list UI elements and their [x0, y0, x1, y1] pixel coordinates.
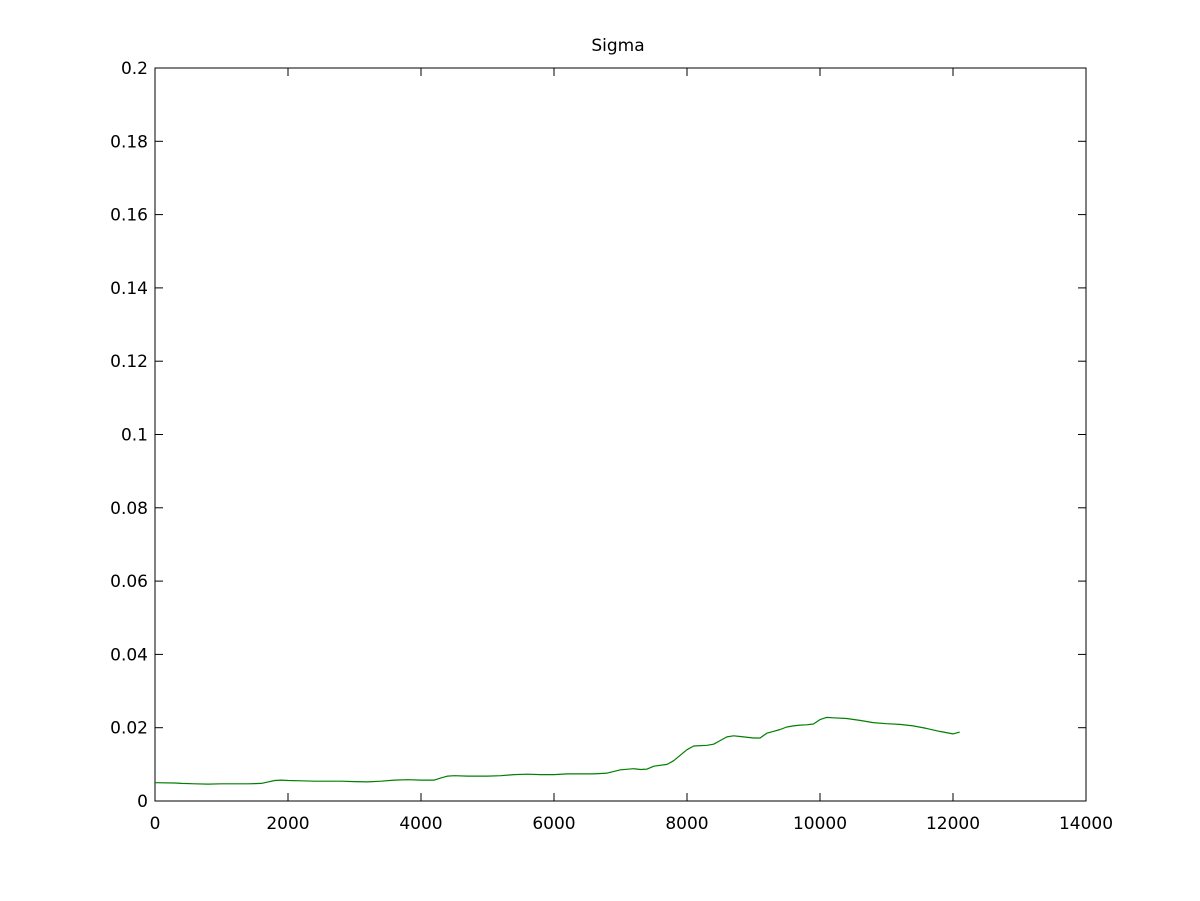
x-tick-label: 8000: [665, 814, 708, 834]
y-tick-label: 0: [137, 792, 148, 812]
x-tick-label: 12000: [926, 814, 980, 834]
y-tick-label: 0.14: [110, 279, 148, 299]
x-axis: 0 2000 4000 6000 8000 10000 12000 14000: [150, 68, 1113, 834]
y-tick-label: 0.12: [110, 352, 148, 372]
chart-title: Sigma: [591, 36, 644, 56]
y-tick-label: 0.1: [121, 426, 148, 446]
y-tick-label: 0.2: [121, 59, 148, 79]
x-tick-label: 6000: [532, 814, 575, 834]
y-tick-label: 0.04: [110, 645, 148, 665]
y-tick-label: 0.18: [110, 132, 148, 152]
y-tick-label: 0.06: [110, 572, 148, 592]
y-tick-label: 0.16: [110, 206, 148, 226]
y-tick-label: 0.02: [110, 719, 148, 739]
y-tick-label: 0.08: [110, 499, 148, 519]
y-axis: 0 0.02 0.04 0.06 0.08 0.1 0.12 0.14 0.16 0.18 0.2: [110, 59, 1086, 812]
x-tick-label: 0: [150, 814, 161, 834]
x-tick-label: 10000: [793, 814, 847, 834]
series-layer: [154, 716, 960, 785]
x-tick-label: 14000: [1059, 814, 1113, 834]
x-tick-label: 4000: [399, 814, 442, 834]
x-tick-label: 2000: [266, 814, 309, 834]
series-line-0: [154, 716, 960, 785]
